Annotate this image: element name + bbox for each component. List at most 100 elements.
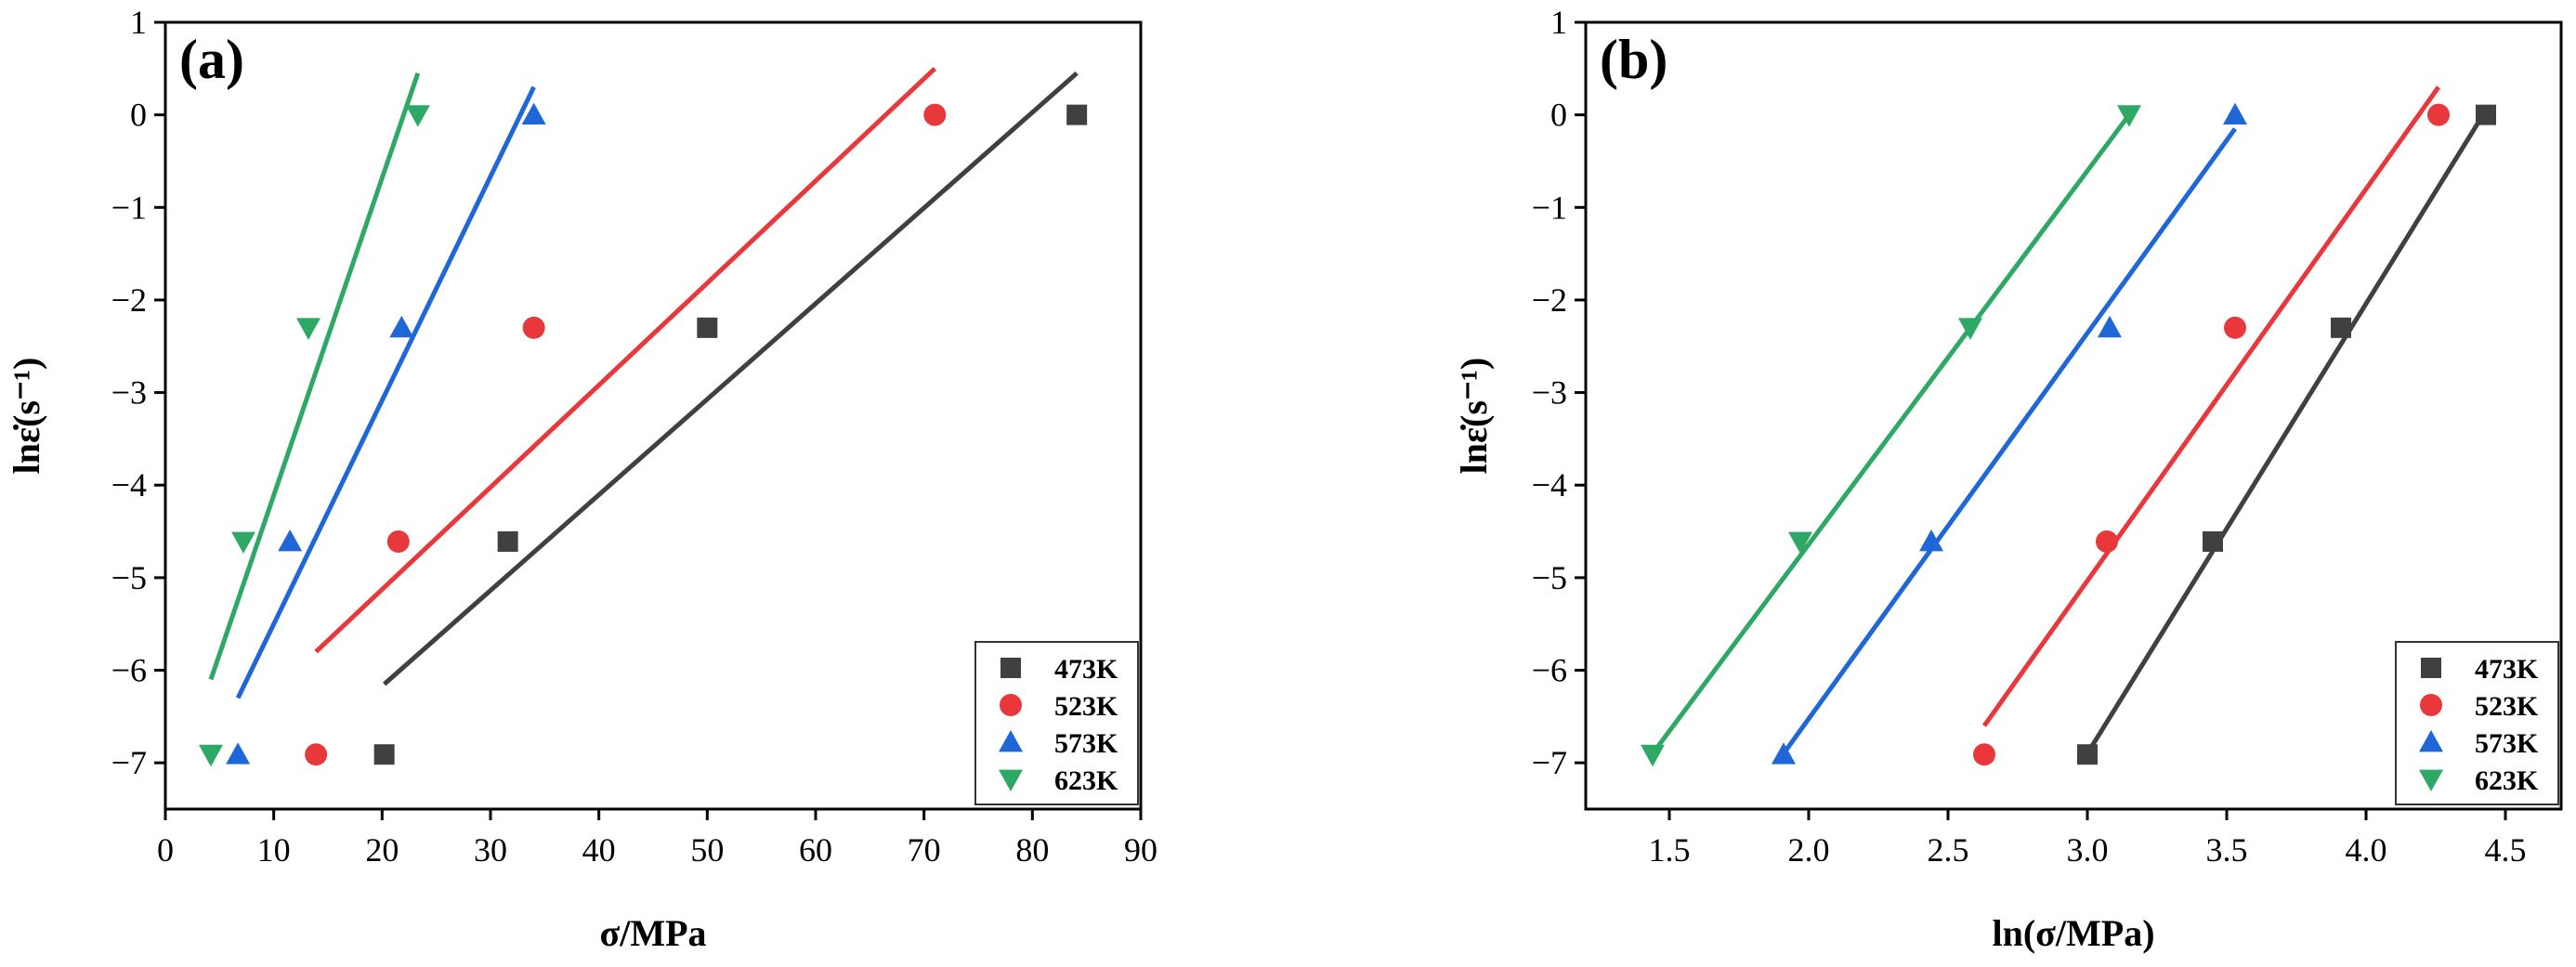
legend-marker-573K — [999, 730, 1023, 752]
data-point-473K — [697, 317, 718, 338]
legend-marker-473K — [2421, 658, 2441, 678]
data-point-573K — [2223, 102, 2247, 125]
x-tick-label: 90 — [1124, 831, 1157, 869]
plot-frame — [1584, 20, 2563, 811]
legend-marker-573K — [2419, 730, 2443, 752]
x-tick-label: 3.5 — [2206, 831, 2248, 869]
y-tick-label: −2 — [1532, 281, 1567, 319]
data-point-623K — [231, 531, 255, 555]
x-tick-label: 20 — [365, 831, 399, 869]
x-tick-label: 3.0 — [2067, 831, 2109, 869]
y-tick-label: 1 — [1550, 4, 1567, 41]
x-tick-label: 40 — [582, 831, 616, 869]
data-point-473K — [373, 744, 395, 765]
fit-line-523K — [314, 67, 937, 654]
data-point-473K — [1066, 104, 1088, 125]
legend-label: 473K — [2475, 654, 2539, 685]
legend-label: 623K — [1054, 765, 1118, 796]
data-point-623K — [405, 105, 430, 127]
y-tick-label: −4 — [111, 466, 147, 503]
data-point-623K — [1788, 531, 1812, 555]
legend-label: 523K — [2475, 691, 2539, 722]
legend-label: 573K — [1054, 728, 1118, 759]
y-tick-label: 0 — [1550, 97, 1567, 134]
y-tick-label: 1 — [130, 4, 147, 41]
x-tick-label: 80 — [1015, 831, 1049, 869]
data-point-573K — [389, 315, 414, 338]
x-tick-label: 30 — [474, 831, 507, 869]
fit-line-473K — [2085, 109, 2489, 755]
y-tick-label: 0 — [130, 97, 147, 134]
x-tick-label: 2.5 — [1928, 831, 1969, 869]
y-tick-label: −4 — [1532, 466, 1567, 503]
panel-label: (a) — [179, 29, 244, 90]
data-point-473K — [2476, 104, 2496, 125]
x-tick-label: 1.5 — [1649, 831, 1691, 869]
legend-marker-473K — [1000, 658, 1021, 678]
data-point-573K — [226, 742, 251, 764]
fit-line-473K — [383, 71, 1079, 686]
data-point-573K — [1772, 742, 1796, 764]
data-point-573K — [278, 529, 303, 552]
y-tick-label: −3 — [1532, 374, 1567, 412]
data-point-623K — [2117, 105, 2141, 127]
fit-line-573K — [1781, 127, 2238, 755]
data-point-523K — [1973, 743, 1995, 766]
data-point-473K — [2203, 531, 2223, 553]
legend-marker-623K — [999, 769, 1023, 791]
panel-label: (b) — [1600, 29, 1667, 90]
x-tick-label: 10 — [257, 831, 291, 869]
data-point-523K — [2096, 530, 2118, 554]
data-point-573K — [521, 102, 546, 125]
data-point-573K — [1919, 529, 1943, 552]
x-axis-title: ln(σ/MPa) — [1992, 912, 2154, 954]
data-point-623K — [296, 318, 320, 340]
fit-line-623K — [1650, 113, 2132, 755]
y-axis-title: lnε̇(s⁻¹) — [1453, 358, 1495, 475]
data-point-623K — [1641, 744, 1665, 767]
data-point-473K — [497, 531, 518, 553]
data-point-623K — [199, 744, 223, 767]
legend-label: 573K — [2475, 728, 2539, 759]
x-tick-label: 60 — [799, 831, 832, 869]
x-axis-title: σ/MPa — [599, 912, 706, 954]
x-tick-label: 50 — [690, 831, 724, 869]
data-point-523K — [386, 530, 410, 554]
x-tick-label: 70 — [908, 831, 941, 869]
data-point-523K — [2427, 103, 2450, 126]
x-tick-label: 4.5 — [2485, 831, 2527, 869]
data-point-623K — [1958, 318, 1982, 340]
fit-line-623K — [208, 72, 421, 681]
y-tick-label: −1 — [1532, 189, 1567, 226]
legend-label: 473K — [1054, 654, 1118, 685]
x-tick-label: 2.0 — [1788, 831, 1830, 869]
legend-label: 523K — [1054, 691, 1118, 722]
y-tick-label: −7 — [111, 744, 147, 781]
panel-b: 1.5 2.0 2.5 3.0 3.5 4.0 4.5 1 0 −1 −2 −3 −4 −5 −6 −7 ln(… — [1453, 4, 2563, 954]
y-tick-label: −6 — [1532, 652, 1567, 689]
data-point-573K — [2098, 315, 2122, 338]
legend-label: 623K — [2475, 765, 2539, 796]
legend-marker-623K — [2419, 769, 2443, 791]
x-tick-label: 0 — [157, 831, 174, 869]
panel-a: 0 10 20 30 40 50 60 70 80 9010−1−2−3−4−5−6−7σ/MPa… — [6, 4, 1157, 954]
data-point-473K — [2077, 744, 2098, 765]
x-tick-label: 4.0 — [2346, 831, 2387, 869]
y-tick-label: −6 — [111, 652, 147, 689]
data-point-523K — [2224, 316, 2246, 339]
y-tick-label: −5 — [1532, 559, 1567, 596]
y-tick-label: −2 — [111, 281, 147, 319]
y-axis-title: lnε̇(s⁻¹) — [6, 358, 47, 475]
y-tick-label: −3 — [111, 374, 147, 412]
data-point-473K — [2331, 317, 2351, 338]
legend-marker-523K — [1000, 694, 1022, 716]
legend-marker-523K — [2420, 694, 2442, 716]
fit-line-573K — [235, 85, 536, 699]
y-tick-label: −1 — [111, 189, 147, 226]
plot-frame — [163, 20, 1143, 811]
fit-line-523K — [1981, 85, 2441, 727]
y-tick-label: −7 — [1532, 744, 1567, 781]
data-point-523K — [923, 103, 947, 126]
data-point-523K — [305, 743, 328, 766]
